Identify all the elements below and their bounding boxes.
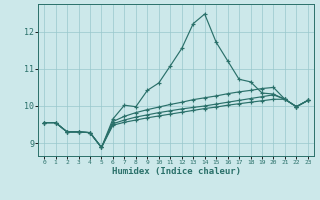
X-axis label: Humidex (Indice chaleur): Humidex (Indice chaleur) bbox=[111, 167, 241, 176]
